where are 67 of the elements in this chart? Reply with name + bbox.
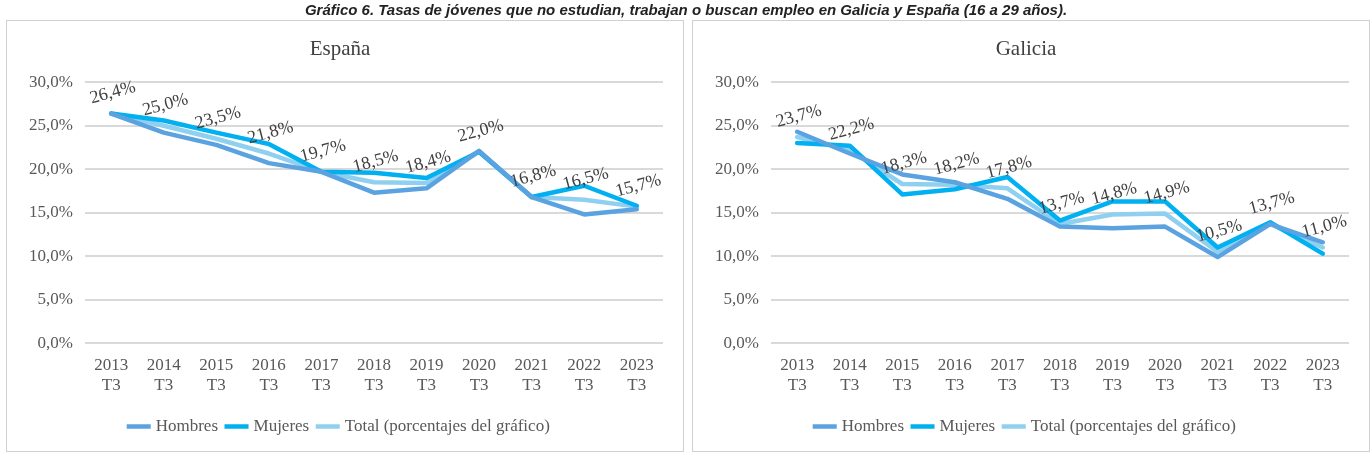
data-label: 18,5% [350, 144, 401, 177]
y-tick-label: 30,0% [714, 71, 759, 91]
y-tick-label: 0,0% [723, 332, 759, 352]
data-label: 22,0% [455, 114, 506, 146]
x-tick-label: 2016 T3 [937, 354, 972, 395]
x-tick-label: 2013 T3 [94, 354, 129, 395]
data-label: 19,7% [297, 134, 348, 166]
x-tick-label: 2017 T3 [990, 354, 1025, 395]
x-tick-label: 2020 T3 [1148, 354, 1183, 395]
y-tick-label: 25,0% [28, 115, 73, 135]
data-label: 23,5% [192, 101, 243, 133]
y-tick-label: 15,0% [28, 202, 73, 222]
legend-label: Mujeres [253, 415, 310, 435]
y-tick-label: 0,0% [37, 332, 73, 352]
x-tick-label: 2021 T3 [1200, 354, 1235, 395]
x-tick-label: 2013 T3 [780, 354, 815, 395]
x-tick-label: 2023 T3 [1305, 354, 1340, 395]
y-tick-label: 10,0% [28, 245, 73, 265]
legend-label: Total (porcentajes del gráfico) [1030, 415, 1236, 435]
data-label: 14,8% [1088, 176, 1139, 209]
y-tick-label: 25,0% [714, 115, 759, 135]
data-label: 16,5% [560, 162, 611, 194]
data-label: 16,8% [507, 159, 559, 191]
data-label: 18,2% [931, 147, 982, 179]
chart-title: España [309, 36, 371, 61]
data-label: 15,7% [613, 169, 664, 201]
legend-label: Mujeres [939, 415, 996, 435]
x-tick-label: 2018 T3 [356, 354, 391, 395]
legend-label: Total (porcentajes del gráfico) [344, 415, 550, 435]
x-tick-label: 2015 T3 [885, 354, 920, 395]
x-tick-label: 2017 T3 [304, 354, 339, 395]
x-tick-label: 2022 T3 [1253, 354, 1288, 395]
x-tick-label: 2014 T3 [832, 354, 868, 395]
data-label: 11,0% [1299, 209, 1349, 242]
y-tick-label: 15,0% [714, 202, 759, 222]
y-tick-label: 5,0% [37, 289, 73, 309]
data-label: 26,4% [87, 75, 138, 108]
data-label: 13,7% [1036, 186, 1087, 218]
x-tick-label: 2019 T3 [409, 354, 444, 395]
data-label: 18,3% [878, 146, 929, 178]
x-tick-label: 2019 T3 [1095, 354, 1130, 395]
y-tick-label: 5,0% [723, 289, 759, 309]
y-tick-label: 30,0% [28, 71, 73, 91]
data-label: 25,0% [140, 88, 191, 120]
data-label: 18,4% [402, 145, 453, 177]
data-label: 14,9% [1141, 175, 1192, 208]
text: Gráfico 6. Tasas de jóvenes que no estudian, trabajan o buscan empleo en Galicia y España (16 a 29 años). [304, 1, 1068, 18]
data-label: 10,5% [1193, 214, 1245, 246]
x-tick-label: 2022 T3 [567, 354, 602, 395]
data-label: 13,7% [1246, 186, 1297, 218]
data-label: 22,2% [826, 112, 877, 144]
data-label: 17,8% [983, 150, 1034, 183]
x-tick-label: 2016 T3 [251, 354, 286, 395]
y-tick-label: 20,0% [28, 158, 73, 178]
x-tick-label: 2015 T3 [199, 354, 234, 395]
chart-title: Galicia [995, 36, 1057, 61]
x-tick-label: 2014 T3 [146, 354, 182, 395]
x-tick-label: 2018 T3 [1042, 354, 1077, 395]
y-tick-label: 20,0% [714, 158, 759, 178]
x-tick-label: 2021 T3 [514, 354, 549, 395]
data-label: 21,8% [245, 115, 296, 148]
x-tick-label: 2020 T3 [462, 354, 497, 395]
x-tick-label: 2023 T3 [619, 354, 654, 395]
y-tick-label: 10,0% [714, 245, 759, 265]
data-label: 23,7% [773, 99, 824, 131]
legend-label: Hombres [155, 415, 219, 435]
legend-label: Hombres [841, 415, 905, 435]
